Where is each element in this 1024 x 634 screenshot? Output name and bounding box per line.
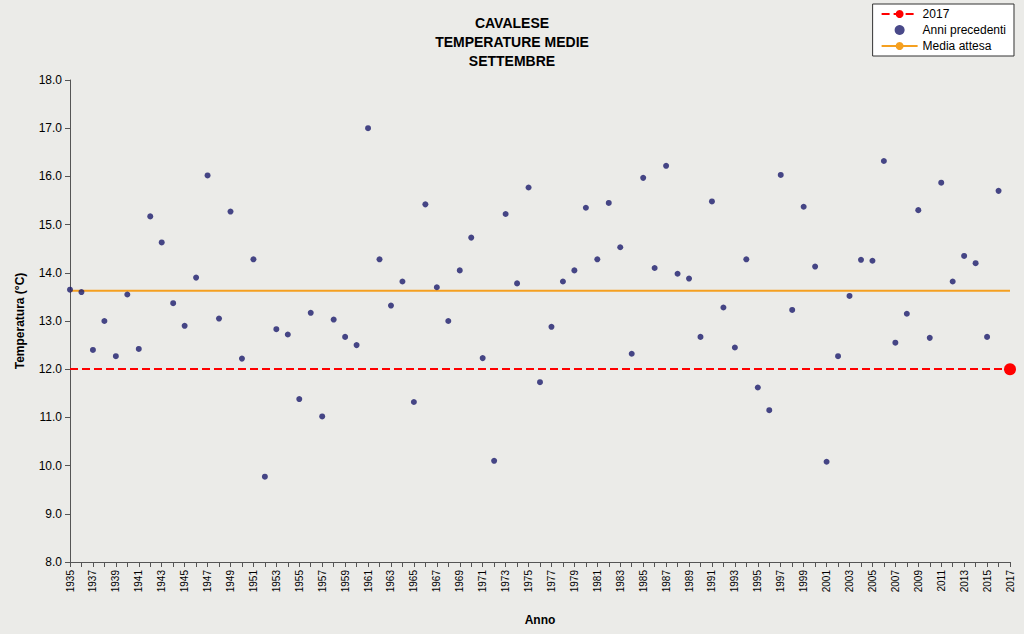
svg-text:1977: 1977	[546, 570, 557, 593]
svg-text:11.0: 11.0	[40, 410, 63, 424]
svg-text:TEMPERATURE MEDIE: TEMPERATURE MEDIE	[435, 34, 589, 50]
svg-text:16.0: 16.0	[39, 169, 63, 183]
svg-text:1935: 1935	[65, 570, 76, 593]
svg-text:1953: 1953	[271, 570, 282, 593]
svg-text:1979: 1979	[569, 570, 580, 593]
svg-text:1941: 1941	[133, 570, 144, 593]
svg-text:1985: 1985	[638, 570, 649, 593]
svg-text:1969: 1969	[454, 570, 465, 593]
svg-text:1991: 1991	[706, 570, 717, 593]
svg-text:1943: 1943	[156, 570, 167, 593]
svg-text:2003: 2003	[844, 570, 855, 593]
svg-text:1955: 1955	[294, 570, 305, 593]
svg-text:2017: 2017	[923, 7, 950, 21]
svg-text:18.0: 18.0	[39, 73, 63, 87]
svg-text:SETTEMBRE: SETTEMBRE	[469, 53, 555, 69]
svg-text:2009: 2009	[913, 570, 924, 593]
svg-text:1965: 1965	[408, 570, 419, 593]
svg-text:1983: 1983	[615, 570, 626, 593]
svg-text:2011: 2011	[936, 570, 947, 592]
svg-text:1945: 1945	[179, 570, 190, 593]
svg-text:2013: 2013	[959, 570, 970, 593]
svg-text:1963: 1963	[385, 570, 396, 593]
svg-text:13.0: 13.0	[39, 314, 63, 328]
svg-text:1975: 1975	[523, 570, 534, 593]
svg-text:1951: 1951	[248, 570, 259, 593]
svg-text:1995: 1995	[752, 570, 763, 593]
svg-text:1939: 1939	[110, 570, 121, 593]
svg-text:1997: 1997	[775, 570, 786, 593]
svg-text:Media attesa: Media attesa	[923, 39, 992, 53]
svg-text:1947: 1947	[202, 570, 213, 593]
svg-text:10.0: 10.0	[39, 459, 63, 473]
svg-text:15.0: 15.0	[39, 218, 63, 232]
svg-text:1999: 1999	[798, 570, 809, 593]
svg-text:Anno: Anno	[525, 613, 556, 627]
svg-text:1959: 1959	[340, 570, 351, 593]
svg-text:12.0: 12.0	[39, 362, 63, 376]
svg-text:1967: 1967	[431, 570, 442, 593]
svg-text:Temperatura (°C): Temperatura (°C)	[13, 273, 27, 370]
svg-text:2007: 2007	[890, 570, 901, 593]
svg-text:9.0: 9.0	[45, 507, 62, 521]
svg-text:2001: 2001	[821, 570, 832, 593]
svg-text:1989: 1989	[684, 570, 695, 593]
svg-text:1973: 1973	[500, 570, 511, 593]
svg-text:1961: 1961	[363, 570, 374, 593]
svg-text:2005: 2005	[867, 570, 878, 593]
svg-text:1949: 1949	[225, 570, 236, 593]
svg-text:1987: 1987	[661, 570, 672, 593]
svg-text:1981: 1981	[592, 570, 603, 593]
svg-text:2015: 2015	[982, 570, 993, 593]
svg-text:1993: 1993	[729, 570, 740, 593]
svg-text:Anni precedenti: Anni precedenti	[923, 23, 1006, 37]
svg-text:2017: 2017	[1005, 570, 1016, 593]
svg-text:1957: 1957	[317, 570, 328, 593]
svg-text:8.0: 8.0	[45, 555, 62, 569]
svg-text:CAVALESE: CAVALESE	[475, 15, 549, 31]
svg-text:1937: 1937	[87, 570, 98, 593]
svg-text:14.0: 14.0	[39, 266, 63, 280]
svg-text:1971: 1971	[477, 570, 488, 593]
svg-text:17.0: 17.0	[39, 121, 63, 135]
